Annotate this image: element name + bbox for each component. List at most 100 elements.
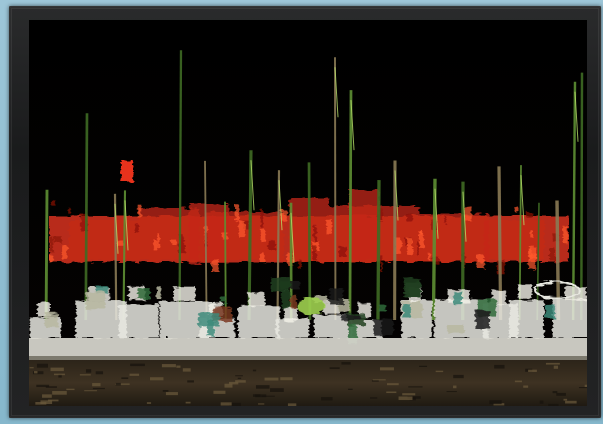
water-ripple [176, 365, 181, 368]
water-ripple [409, 397, 416, 401]
reflection-fleck [281, 209, 288, 222]
reflection-fleck [179, 235, 184, 244]
water-ripple [552, 391, 558, 394]
boat-cabin [173, 286, 196, 301]
harbor-water [29, 360, 587, 406]
water-ripple [258, 403, 265, 405]
boat-detail [95, 286, 108, 294]
water-ripple [407, 396, 421, 399]
reflection-fleck [242, 220, 250, 229]
mast-highlight [334, 67, 339, 118]
mast-highlight [124, 200, 129, 251]
reflection-fleck [418, 232, 424, 249]
water-ripple [565, 400, 577, 404]
mast [431, 178, 437, 321]
mast-highlight [434, 188, 439, 239]
boat-detail [447, 324, 464, 334]
water-ripple [130, 363, 145, 367]
water-ripple [85, 369, 92, 373]
reflection-fleck [259, 253, 265, 263]
boat-hull [313, 314, 353, 338]
water-ripple [514, 380, 522, 383]
water-ripple [348, 388, 353, 390]
moored-boats [29, 277, 587, 345]
water-ripple [36, 363, 48, 368]
mast [276, 170, 281, 321]
boat-detail [373, 318, 394, 336]
water-ripple [235, 380, 246, 383]
mast-highlight [290, 212, 295, 263]
reflection-fleck [260, 209, 264, 228]
water-ripple [235, 375, 243, 377]
reflection-fleck [529, 246, 537, 257]
reflection-fleck [154, 240, 158, 251]
reflection-fleck [528, 253, 536, 270]
water-ripple [446, 391, 457, 393]
water-ripple [493, 403, 505, 406]
boat-cabin [248, 292, 265, 307]
water-ripple [372, 379, 386, 381]
water-ripple [280, 377, 293, 381]
water-ripple [321, 397, 333, 401]
boat-detail [378, 304, 386, 312]
water-ripple [341, 362, 351, 365]
water-ripple [563, 398, 568, 401]
dock-walkway [29, 338, 587, 360]
boat-detail [44, 312, 58, 327]
reflection-fleck [239, 220, 246, 238]
water-ripple [66, 388, 75, 391]
boat-detail [329, 287, 344, 305]
water-ripple [270, 388, 284, 392]
boat-cabin [518, 284, 532, 299]
water-ripple [229, 402, 241, 406]
water-ripple [264, 377, 279, 381]
water-ripple [48, 399, 59, 402]
boat-detail [341, 315, 361, 321]
dock-shadow-line [29, 356, 587, 360]
water-ripple [32, 371, 44, 375]
reflection-blob [419, 214, 489, 262]
green-buoy [297, 297, 325, 315]
water-ripple [52, 391, 67, 395]
mast-highlight [462, 191, 467, 242]
water-ripple [92, 387, 105, 390]
boat-hull [552, 298, 587, 338]
boat-detail [475, 310, 490, 330]
reflection-fleck [53, 236, 62, 243]
sailboat-masts [44, 50, 584, 321]
boat-hull [238, 305, 280, 338]
boat-detail [313, 295, 327, 304]
water-ripple [578, 387, 587, 389]
mast-highlight [250, 160, 255, 211]
mast-highlight [278, 180, 283, 231]
water-ripple [213, 390, 226, 394]
reflection-blob [69, 220, 139, 260]
reflection-fleck [298, 259, 302, 270]
water-ripple [115, 382, 121, 386]
boat-detail [347, 324, 358, 345]
reflection-fleck [476, 254, 485, 269]
mast [307, 162, 312, 321]
boat-cabin [284, 307, 298, 322]
reflection-fleck [417, 241, 420, 256]
reflection-fleck [260, 229, 266, 242]
water-ripple [50, 367, 64, 372]
water-ripple [182, 368, 191, 372]
reflection-fleck [178, 243, 186, 254]
reflection-fleck [394, 237, 402, 255]
reflection-fleck [116, 241, 125, 246]
water-ripple [53, 373, 65, 376]
boat-detail [198, 313, 220, 327]
water-ripple [121, 377, 129, 380]
water-ripple [146, 402, 152, 404]
reflection-fleck [312, 245, 317, 260]
water-ripple [329, 367, 340, 370]
boat-detail [338, 298, 350, 312]
water-ripple [161, 364, 176, 368]
water-ripple [371, 379, 379, 382]
reflection-fleck [444, 216, 447, 225]
reflection-fleck [157, 233, 160, 249]
reflection-fleck [268, 240, 276, 250]
reflection-fleck [211, 259, 220, 272]
water-ripple [556, 392, 566, 396]
